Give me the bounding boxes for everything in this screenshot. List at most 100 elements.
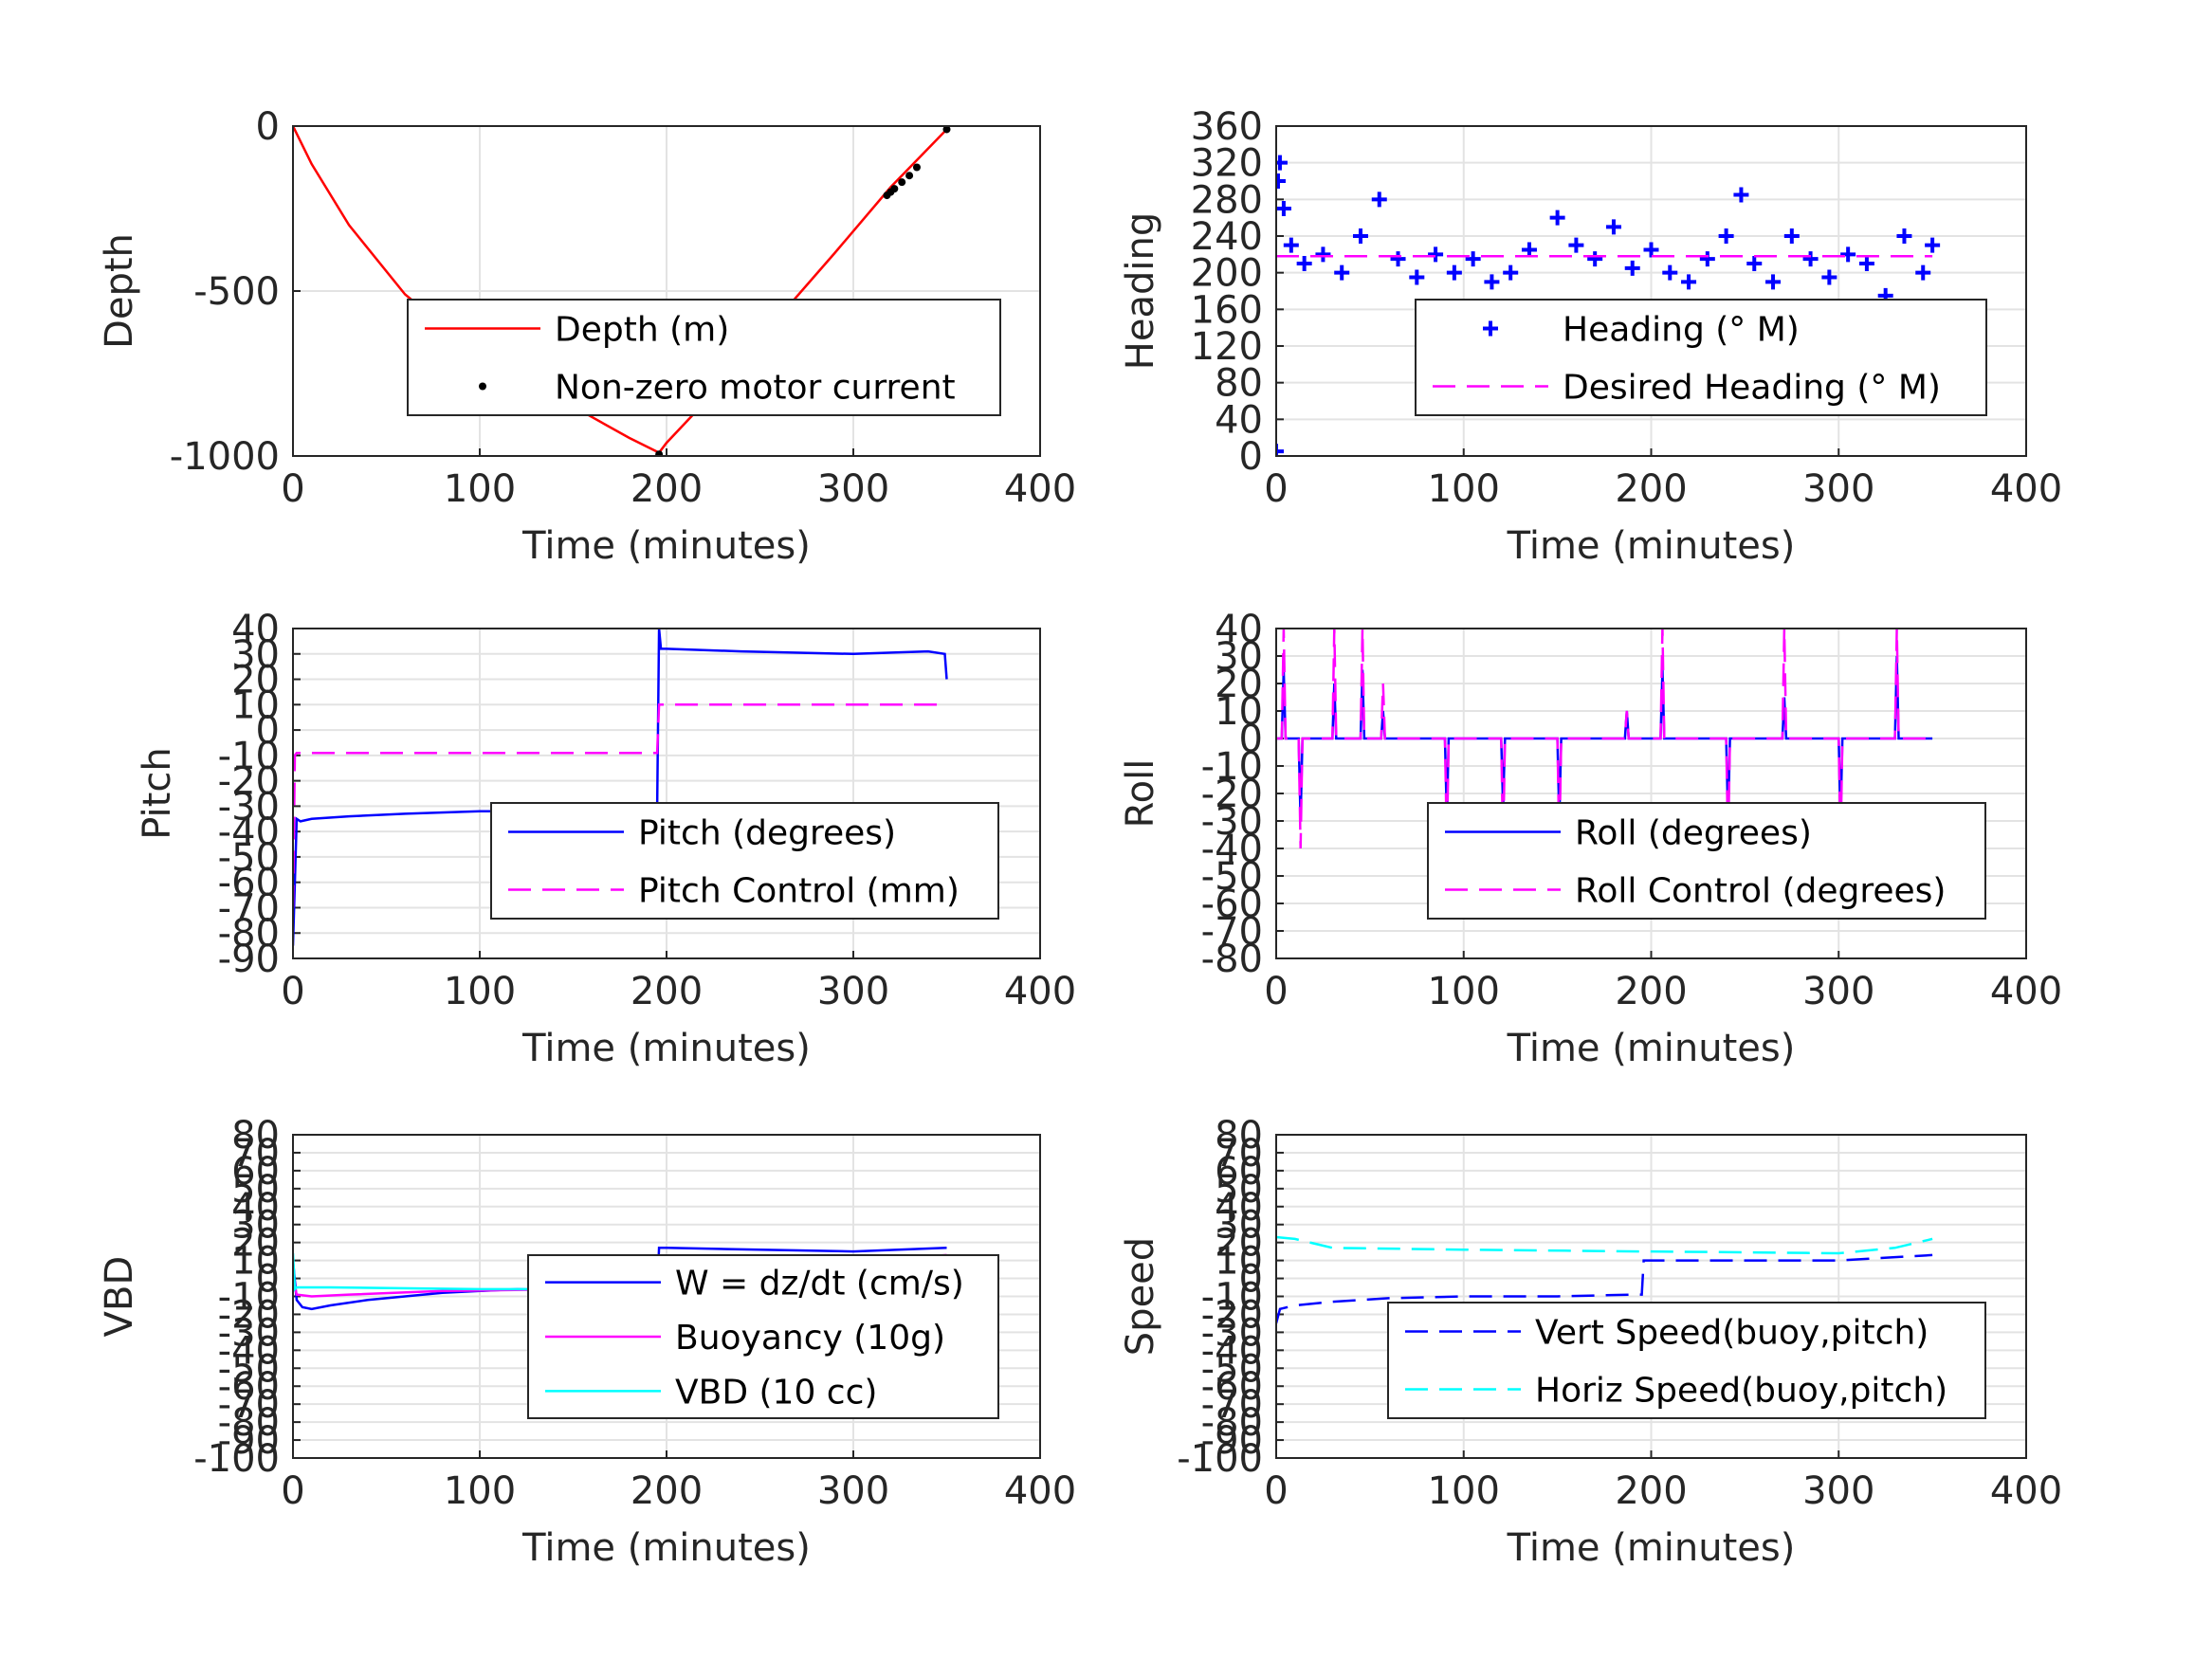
- data-point: [1765, 274, 1782, 290]
- series-line: [293, 126, 948, 455]
- y-tick-label: 40: [1215, 608, 1263, 651]
- data-point: [1662, 264, 1678, 281]
- legend-label: Pitch (degrees): [638, 814, 896, 853]
- x-tick-label: 100: [1428, 1469, 1500, 1513]
- y-tick-label: -60: [218, 862, 280, 905]
- x-tick-label: 0: [281, 970, 304, 1013]
- x-tick-label: 300: [1802, 970, 1874, 1013]
- y-tick-label: 10: [231, 1240, 280, 1284]
- x-axis-label: Time (minutes): [521, 1027, 811, 1070]
- data-point: [1409, 269, 1425, 285]
- data-point: [1568, 237, 1584, 253]
- y-tick-label: -30: [218, 1311, 280, 1355]
- y-tick-label: -50: [218, 1347, 280, 1391]
- y-tick-label: -50: [1201, 1347, 1263, 1391]
- x-tick-label: 300: [817, 970, 889, 1013]
- y-tick-label: 0: [256, 1258, 280, 1302]
- data-point: [1521, 242, 1537, 258]
- x-tick-label: 300: [1802, 467, 1874, 511]
- y-tick-label: -70: [1201, 910, 1263, 954]
- legend-label: Roll (degrees): [1575, 814, 1812, 853]
- legend-label: VBD (10 cc): [675, 1373, 877, 1412]
- legend: W = dz/dt (cm/s) Buoyancy (10g) VBD (10 cc…: [527, 1254, 999, 1419]
- x-tick-label: 300: [817, 1469, 889, 1513]
- y-tick-label: -90: [1201, 1419, 1263, 1463]
- y-tick-label: 40: [1215, 398, 1263, 442]
- axes-box: [292, 628, 1041, 959]
- y-tick-label: 80: [231, 1114, 280, 1158]
- y-tick-label: 60: [231, 1150, 280, 1194]
- data-point: [1465, 251, 1481, 267]
- y-tick-label: 0: [256, 709, 280, 753]
- y-tick-label: 0: [1239, 435, 1263, 479]
- y-tick-label: -60: [218, 1365, 280, 1409]
- data-point: [898, 178, 906, 187]
- data-point: [1484, 274, 1500, 290]
- axes-box: [1275, 125, 2027, 457]
- y-tick-label: -500: [193, 270, 280, 314]
- y-tick-label: 0: [256, 105, 280, 149]
- legend-label: Vert Speed(buoy,pitch): [1535, 1314, 1929, 1353]
- x-tick-label: 400: [1990, 970, 2062, 1013]
- y-tick-label: -50: [218, 836, 280, 880]
- data-point: [1276, 173, 1286, 189]
- x-tick-label: 200: [631, 1469, 703, 1513]
- data-point: [1733, 187, 1749, 203]
- y-tick-label: 10: [1215, 690, 1263, 734]
- legend-label: Non-zero motor current: [555, 369, 956, 408]
- data-point: [1296, 256, 1312, 271]
- y-tick-label: 120: [1191, 325, 1263, 369]
- data-point: [1643, 242, 1659, 258]
- series-line: [1276, 629, 1933, 849]
- x-axis-label: Time (minutes): [521, 524, 811, 568]
- data-point: [1718, 228, 1734, 244]
- data-point: [1783, 228, 1800, 244]
- chart-heading: 0 100 200 300 40004080120160200240280320360T…: [1119, 105, 2062, 568]
- legend: Roll (degrees) Roll Control (degrees): [1427, 802, 1986, 920]
- data-point: [1605, 219, 1621, 235]
- y-tick-label: 200: [1191, 252, 1263, 296]
- y-tick-label: -10: [218, 1276, 280, 1320]
- data-point: [1925, 237, 1941, 253]
- data-point: [1624, 260, 1640, 276]
- y-tick-label: 20: [231, 1222, 280, 1266]
- y-tick-label: -70: [1201, 1383, 1263, 1427]
- y-tick-label: -40: [218, 811, 280, 854]
- legend: Depth (m) Non-zero motor current: [407, 299, 1001, 416]
- y-tick-label: -30: [1201, 800, 1263, 844]
- chart-speed: 0 100 200 300 40080706050403020100-10-20-30-…: [1119, 1114, 2062, 1570]
- x-tick-label: 0: [1264, 970, 1288, 1013]
- y-tick-label: -30: [218, 785, 280, 829]
- x-tick-label: 300: [1802, 1469, 1874, 1513]
- data-point: [1681, 274, 1697, 290]
- x-tick-label: 200: [1615, 970, 1687, 1013]
- y-tick-label: -80: [218, 912, 280, 956]
- series-group: [293, 126, 951, 456]
- legend-label: Roll Control (degrees): [1575, 872, 1946, 911]
- y-tick-label: 20: [1215, 663, 1263, 706]
- y-tick-label: 60: [1215, 1150, 1263, 1194]
- legend-label: Desired Heading (° M): [1563, 369, 1941, 408]
- y-axis-label: Pitch: [136, 747, 179, 839]
- data-point: [1371, 191, 1387, 208]
- legend-label: Buoyancy (10g): [675, 1319, 945, 1358]
- y-tick-label: 70: [1215, 1132, 1263, 1176]
- legend-label: W = dz/dt (cm/s): [675, 1265, 964, 1304]
- y-tick-label: 70: [231, 1132, 280, 1176]
- axes-box: [1275, 1134, 2027, 1459]
- y-tick-label: 20: [1215, 1222, 1263, 1266]
- data-point: [1334, 264, 1350, 281]
- data-point: [1390, 251, 1406, 267]
- data-point: [1276, 201, 1291, 216]
- y-tick-label: 0: [1239, 718, 1263, 761]
- data-point: [1587, 251, 1603, 267]
- y-tick-label: -20: [1201, 1293, 1263, 1337]
- data-point: [1283, 237, 1299, 253]
- y-tick-label: 30: [231, 633, 280, 677]
- series-group: [1276, 155, 1945, 456]
- legend-label: Pitch Control (mm): [638, 872, 960, 911]
- y-tick-label: 40: [231, 608, 280, 651]
- x-tick-label: 0: [281, 467, 304, 511]
- y-tick-label: -90: [218, 1419, 280, 1463]
- y-tick-label: 10: [231, 684, 280, 727]
